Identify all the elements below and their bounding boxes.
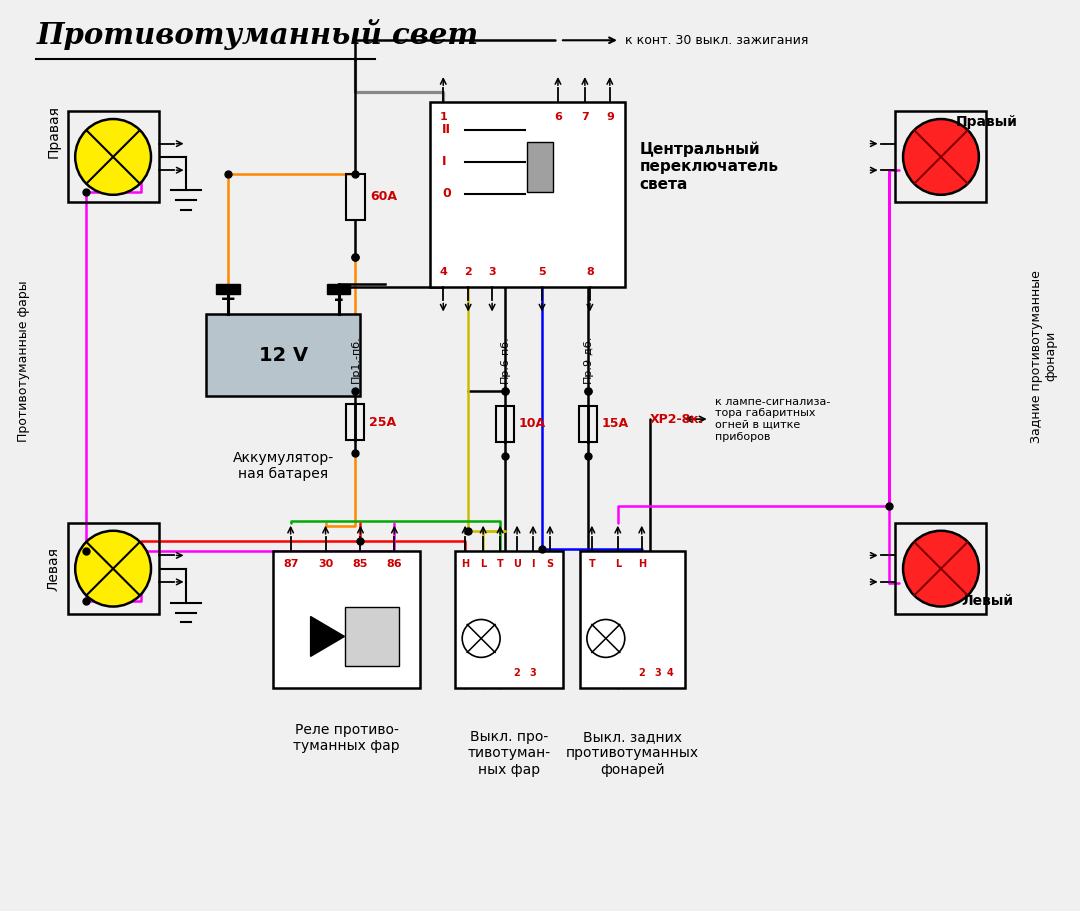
Circle shape [903,119,978,195]
Text: Выкл. про-
тивотуман-
ных фар: Выкл. про- тивотуман- ных фар [468,730,551,776]
Text: S: S [546,558,554,568]
Text: T: T [589,558,595,568]
Text: Левая: Левая [46,547,60,590]
Text: Правый: Правый [956,115,1017,129]
Text: 0: 0 [442,188,451,200]
Text: 4: 4 [440,267,447,277]
Text: Пр.9-дб.: Пр.9-дб. [583,335,593,384]
Bar [68,111,159,202]
Text: 3: 3 [529,669,537,679]
Text: 60A: 60A [370,190,397,203]
Text: I: I [531,558,535,568]
Circle shape [76,119,151,195]
Bar [527,142,553,192]
Text: 2: 2 [514,669,521,679]
Circle shape [586,619,625,658]
Text: 10A: 10A [519,417,546,430]
Bar [347,404,364,440]
Text: Центральный
переключатель
света: Центральный переключатель света [639,141,779,192]
Bar [455,551,563,689]
Text: 12 V: 12 V [258,346,308,364]
Text: Противотуманные фары: Противотуманные фары [17,281,30,442]
Text: II: II [442,124,451,137]
Bar [895,523,986,614]
Text: 15A: 15A [602,417,629,430]
Bar [430,102,625,287]
Text: 6: 6 [554,112,562,122]
Circle shape [76,531,151,607]
Text: 9: 9 [606,112,613,122]
Text: к конт. 30 выкл. зажигания: к конт. 30 выкл. зажигания [625,34,808,46]
Text: 5: 5 [538,267,545,277]
Text: 85: 85 [353,558,368,568]
Text: 86: 86 [387,558,402,568]
Text: Задние противотуманные
фонари: Задние противотуманные фонари [1029,270,1057,443]
Text: 1: 1 [440,112,447,122]
Text: Пр.6-пб.: Пр.6-пб. [500,335,510,384]
Text: –: – [334,291,343,310]
Text: Пр1.-пб.: Пр1.-пб. [351,335,361,384]
Text: к лампе-сигнализа-
тора габаритных
огней в щитке
приборов: к лампе-сигнализа- тора габаритных огней… [715,396,829,442]
Bar [68,523,159,614]
Text: +: + [219,291,237,310]
Text: 25A: 25A [369,415,396,428]
Text: H: H [461,558,469,568]
Text: Реле противо-
туманных фар: Реле противо- туманных фар [293,723,400,753]
Text: Противотуманный свет: Противотуманный свет [37,19,478,50]
Text: 2: 2 [464,267,472,277]
Text: Левый: Левый [961,594,1013,608]
Text: Правая: Правая [46,106,60,159]
Polygon shape [311,617,345,657]
Text: Аккумулятор-
ная батарея: Аккумулятор- ная батарея [232,451,334,481]
Text: U: U [513,558,521,568]
Text: ХР2-8к.: ХР2-8к. [650,413,704,425]
Text: 4: 4 [666,669,673,679]
Text: I: I [442,156,447,169]
Text: H: H [637,558,646,568]
Text: 2: 2 [638,669,645,679]
Text: 87: 87 [283,558,298,568]
Bar [326,283,351,294]
Bar [346,174,365,220]
Text: 3: 3 [488,267,496,277]
Bar [579,405,597,442]
Text: 8: 8 [586,267,594,277]
Text: L: L [480,558,486,568]
Bar [216,283,240,294]
Bar [345,607,400,666]
Text: 3: 3 [654,669,661,679]
Bar [272,551,420,689]
Bar [206,314,361,396]
Circle shape [903,531,978,607]
Bar [580,551,685,689]
Circle shape [462,619,500,658]
Bar [496,405,514,442]
Text: L: L [615,558,621,568]
Text: 30: 30 [318,558,333,568]
Bar [895,111,986,202]
Text: Выкл. задних
противотуманных
фонарей: Выкл. задних противотуманных фонарей [566,730,699,776]
Text: 7: 7 [581,112,589,122]
Text: T: T [497,558,503,568]
